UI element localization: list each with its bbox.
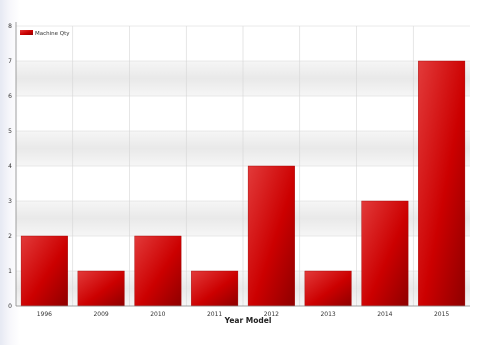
x-tick-label: 2010 <box>150 311 165 318</box>
bar-1996 <box>20 235 68 307</box>
x-tick-label: 1996 <box>37 311 52 318</box>
legend-label-machine-qty: Machine Qty <box>35 31 70 37</box>
y-tick-label: 0 <box>8 303 12 310</box>
y-tick-label: 3 <box>8 198 12 205</box>
bar-2015 <box>418 60 466 307</box>
x-tick-label: 2015 <box>434 311 449 318</box>
y-tick-label: 8 <box>8 23 12 30</box>
y-tick-label: 6 <box>8 93 12 100</box>
y-tick-label: 1 <box>8 268 12 275</box>
x-tick-label: 2009 <box>93 311 108 318</box>
x-tick-label: 2014 <box>377 311 392 318</box>
legend-swatch-machine-qty <box>20 30 33 35</box>
bar-2014 <box>361 200 409 307</box>
y-tick-label: 2 <box>8 233 12 240</box>
y-tick-label: 7 <box>8 58 12 65</box>
x-tick-label: 2011 <box>207 311 222 318</box>
bar-2011 <box>191 270 239 307</box>
x-axis-title: Year Model <box>224 316 272 325</box>
bar-2009 <box>77 270 125 307</box>
y-tick-label: 5 <box>8 128 12 135</box>
x-tick-label: 2012 <box>264 311 279 318</box>
bar-2010 <box>134 235 182 307</box>
bar-2012 <box>247 165 295 307</box>
bar-2013 <box>304 270 352 307</box>
x-tick-label: 2013 <box>320 311 335 318</box>
y-tick-label: 4 <box>8 163 12 170</box>
legend: Machine Qty <box>20 30 70 37</box>
